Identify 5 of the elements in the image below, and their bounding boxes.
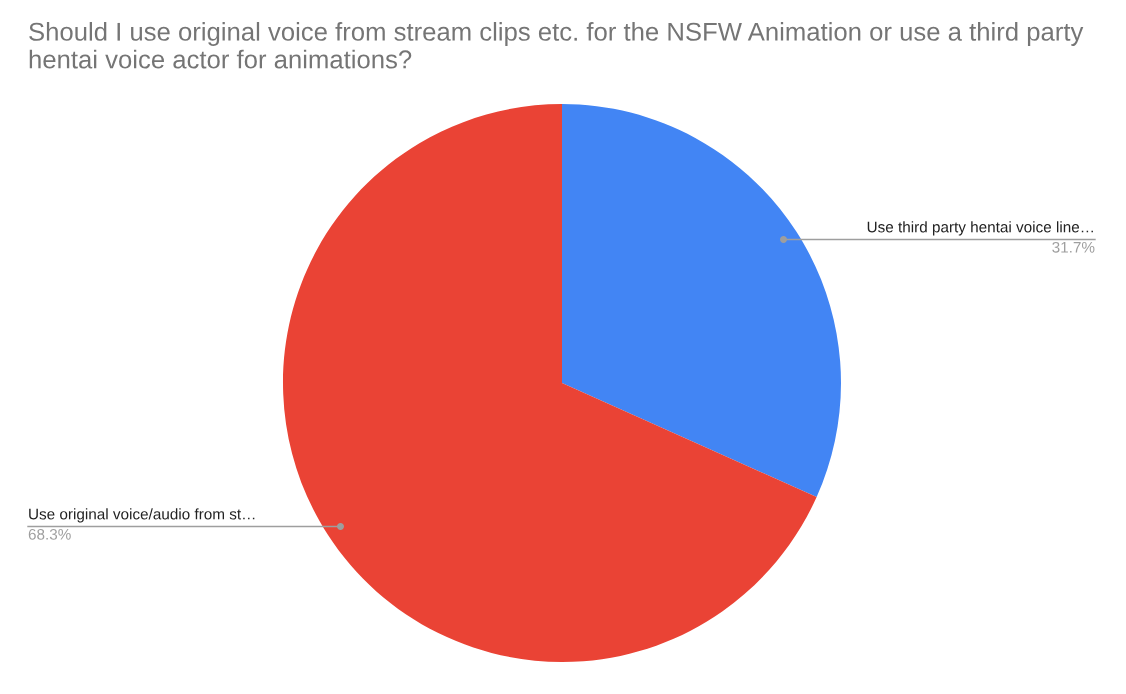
data-label: 68.3%	[28, 528, 71, 540]
slice-label: Use original voice/audio from st…	[29, 508, 255, 523]
chart-title: Should I use original voice from stream clips etc. for the NSFW Animation or use a third party hentai voice actor for animations?	[29, 22, 1084, 69]
slice-label: Use third party hentai voice line…	[867, 221, 1093, 236]
data-label: 31.7%	[1052, 241, 1095, 253]
